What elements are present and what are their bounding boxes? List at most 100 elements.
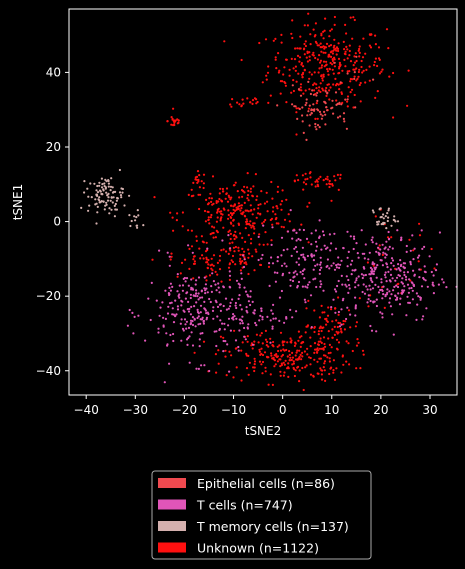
data-point [241,213,244,216]
data-point [228,274,232,277]
data-point [391,313,394,316]
data-point [330,28,333,31]
data-point [291,279,295,283]
data-point [308,201,311,204]
data-point [315,102,318,105]
data-point [305,101,308,104]
data-point [349,91,352,94]
data-point [303,298,306,301]
data-point [327,337,330,340]
data-point [434,269,438,272]
data-point [387,207,390,210]
data-point [231,98,234,101]
data-point [297,72,300,75]
data-point [382,293,385,296]
data-point [341,69,344,72]
data-point [259,314,262,317]
data-point [216,231,219,234]
data-point [168,264,171,267]
data-point [340,323,343,326]
data-point [244,227,247,230]
data-point [358,297,361,300]
data-point [208,222,211,225]
data-point [334,247,338,250]
data-point [363,257,366,260]
points-layer [80,12,458,392]
data-point [333,288,337,291]
data-point [317,177,320,180]
data-point [256,195,259,198]
legend: Epithelial cells (n=86)T cells (n=747)T … [151,470,372,560]
data-point [312,51,315,54]
data-point [247,323,250,326]
data-point [302,188,305,191]
data-point [181,211,184,214]
x-axis-title: tSNE2 [245,424,282,438]
data-point [322,73,325,76]
data-point [298,47,301,50]
data-point [228,196,231,199]
data-point [107,179,110,183]
data-point [219,303,222,306]
data-point [280,41,283,44]
data-point [275,205,278,208]
data-point [297,263,301,266]
data-point [185,277,189,280]
data-point [312,278,315,281]
data-point [337,263,340,266]
data-point [356,338,359,341]
data-point [325,42,329,46]
data-point [257,203,260,207]
data-point [407,291,410,294]
data-point [267,345,270,348]
data-point [335,367,338,370]
data-point [354,106,357,109]
data-point [216,261,219,264]
data-point [318,357,321,360]
data-point [258,360,262,363]
data-point [318,86,321,89]
data-point [331,320,334,323]
data-point [258,233,261,236]
data-point [247,199,250,202]
data-point [298,107,301,111]
data-point [366,288,369,291]
data-point [259,263,262,266]
data-point [180,339,183,342]
data-point [197,193,200,196]
data-point [98,184,101,187]
data-point [222,350,225,353]
data-point [390,257,394,260]
data-point [245,309,248,312]
data-point [351,269,354,272]
data-point [375,304,378,308]
data-point [327,352,330,355]
data-point [293,247,296,250]
data-point [300,358,303,361]
data-point [170,255,173,258]
data-point [246,97,249,100]
data-point [247,300,250,303]
data-point [304,178,307,181]
data-point [352,235,356,238]
data-point [247,256,250,259]
data-point [134,219,137,222]
data-point [314,122,317,126]
data-point [212,236,215,239]
data-point [324,345,327,348]
data-point [297,339,300,342]
data-point [235,317,238,320]
data-point [191,251,194,254]
data-point [323,47,326,50]
data-point [283,80,286,84]
data-point [384,215,387,218]
data-point [389,273,393,276]
data-point [297,257,300,260]
data-point [358,55,361,58]
data-point [410,286,413,290]
data-point [232,224,235,227]
data-point [288,220,291,223]
data-point [211,225,214,228]
data-point [289,284,292,287]
data-point [202,320,205,323]
